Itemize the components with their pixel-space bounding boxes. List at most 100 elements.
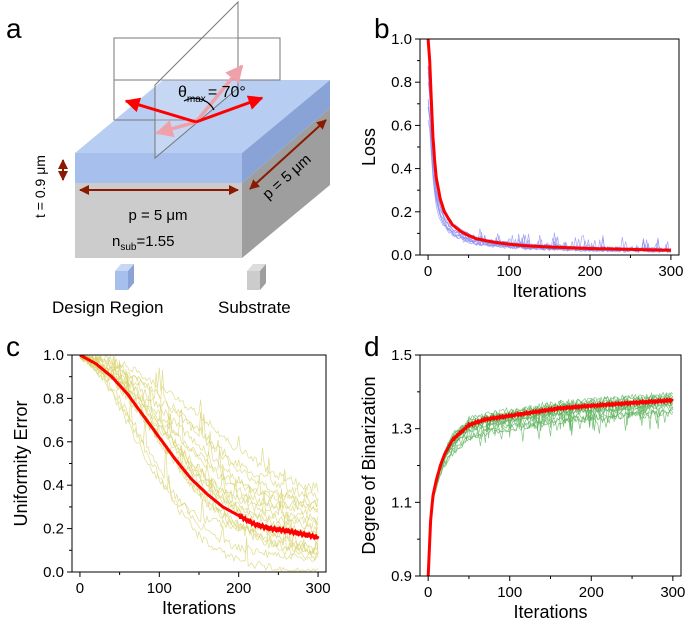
x-tick-label: 300: [658, 263, 683, 280]
mean-line-b: [426, 39, 671, 252]
legend-design-icon-front: [115, 271, 128, 290]
thin-run-line: [427, 98, 672, 253]
y-tick-label: 0.4: [391, 161, 412, 178]
chart-d-binarization: d 0 100 200 300 0.9 1.1 1.3 1.5 Iterations Degree …: [359, 331, 685, 622]
y-tick-label: 0.6: [43, 434, 64, 451]
x-tick-label: 0: [76, 580, 84, 597]
legend-substrate-icon-top: [247, 264, 266, 271]
thin-run-line: [79, 355, 319, 555]
thin-run-line: [79, 355, 319, 528]
y-axis-label-c: Uniformity Error: [11, 400, 31, 526]
x-tick-label: 200: [579, 584, 604, 601]
thin-run-line: [427, 40, 671, 252]
thin-run-line: [79, 355, 319, 512]
y-tick-label: 0.8: [391, 74, 412, 91]
thin-run-line: [427, 65, 672, 253]
thin-run-line: [427, 40, 672, 251]
thin-run-line: [79, 355, 319, 535]
period-front-label: p = 5 μm: [128, 207, 187, 224]
panel-a: a θmax = 70° t = 0.9 μm p = 5 μm p = 5 μm: [6, 0, 330, 317]
thin-run-line: [427, 42, 672, 251]
y-tick-label: 1.3: [391, 421, 412, 438]
x-tick-label: 100: [147, 580, 172, 597]
y-tick-label: 0.9: [391, 568, 412, 585]
thin-run-line: [79, 355, 319, 524]
axes-frame-d: [419, 354, 682, 577]
legend-design-label: Design Region: [52, 298, 164, 317]
legend-design-region: Design Region: [52, 264, 164, 317]
y-tick-label: 0.6: [391, 117, 412, 134]
thin-run-line: [427, 82, 671, 253]
thin-run-line: [79, 355, 319, 512]
period-side-arrow: [249, 119, 327, 190]
substrate-front-face: [75, 183, 242, 258]
x-tick-label: 100: [497, 263, 522, 280]
y-tick-label: 0.2: [43, 521, 64, 538]
theta-symbol: θ: [178, 84, 187, 101]
thin-run-line: [79, 355, 319, 507]
thin-run-line: [427, 106, 672, 253]
y-tick-label: 1.0: [391, 31, 412, 48]
y-tick-label: 0.0: [391, 247, 412, 264]
legend-substrate-label: Substrate: [218, 298, 291, 317]
thin-run-line: [79, 355, 319, 501]
n-symbol: n: [112, 233, 120, 250]
x-tick-label: 100: [497, 584, 522, 601]
legend-substrate-icon-side: [260, 264, 266, 290]
thin-run-line: [79, 355, 319, 562]
x-axis-label-c: Iterations: [162, 598, 236, 618]
thin-run-line: [427, 46, 672, 252]
y-tick-label: 1.1: [391, 494, 412, 511]
y-tick-label: 0.2: [391, 204, 412, 221]
thin-run-line: [79, 356, 319, 572]
x-tick-label: 300: [660, 584, 685, 601]
legend-design-icon-side: [128, 264, 134, 290]
n-value: =1.55: [136, 233, 174, 250]
pink-arrow-upper: [194, 64, 244, 124]
y-tick-label: 1.5: [391, 347, 412, 364]
legend-substrate: Substrate: [218, 264, 291, 317]
legend-substrate-icon-front: [247, 271, 260, 290]
thin-run-line: [427, 67, 672, 252]
x-tick-label: 0: [424, 263, 432, 280]
y-axis-label-b: Loss: [359, 128, 379, 166]
theta-subscript: max: [187, 94, 206, 105]
tilted-plane: [154, 0, 239, 160]
x-tick-label: 300: [306, 580, 331, 597]
n-subscript: sub: [120, 242, 137, 253]
thin-run-line: [427, 40, 672, 252]
axes-frame-b: [419, 38, 680, 256]
y-axis-label-d: Degree of Binarization: [359, 376, 379, 554]
thin-run-line: [427, 100, 672, 253]
y-tick-label: 0.0: [43, 564, 64, 581]
chart-b-loss: b 0 100 200 300 0.0 0.2 0.4 0.6 0.8 1.0 Iterations L…: [359, 13, 683, 301]
panel-b-letter: b: [374, 13, 390, 44]
design-region-front-face: [75, 153, 242, 183]
mean-line-d: [426, 397, 674, 576]
y-tick-label: 0.8: [43, 390, 64, 407]
x-tick-label: 0: [424, 584, 432, 601]
red-arrow-left: [124, 97, 197, 124]
thin-run-line: [427, 391, 674, 575]
thin-run-line: [427, 396, 674, 575]
chart-c-uniformity: c 0 100 200 300 0.0 0.2 0.4 0.6 0.8 1.0 Iterations U…: [6, 331, 331, 618]
theta-value: = 70°: [208, 84, 246, 101]
thin-run-line: [427, 71, 671, 253]
thin-run-line: [427, 393, 673, 575]
n-sub-label: nsub=1.55: [112, 233, 174, 253]
angle-arc: [183, 97, 215, 111]
thin-run-line: [79, 355, 319, 555]
thin-run-line: [427, 408, 674, 575]
x-axis-label-d: Iterations: [513, 602, 587, 622]
panel-d-letter: d: [364, 331, 380, 362]
thin-run-line: [427, 396, 673, 575]
y-tick-label: 0.4: [43, 477, 64, 494]
thin-run-line: [427, 395, 674, 575]
red-arrow-right: [195, 95, 264, 124]
x-axis-label-b: Iterations: [512, 281, 586, 301]
panel-a-letter: a: [6, 13, 22, 44]
thin-runs-c: [79, 355, 319, 572]
mean-line-c: [79, 355, 320, 541]
y-tick-label: 1.0: [43, 347, 64, 364]
